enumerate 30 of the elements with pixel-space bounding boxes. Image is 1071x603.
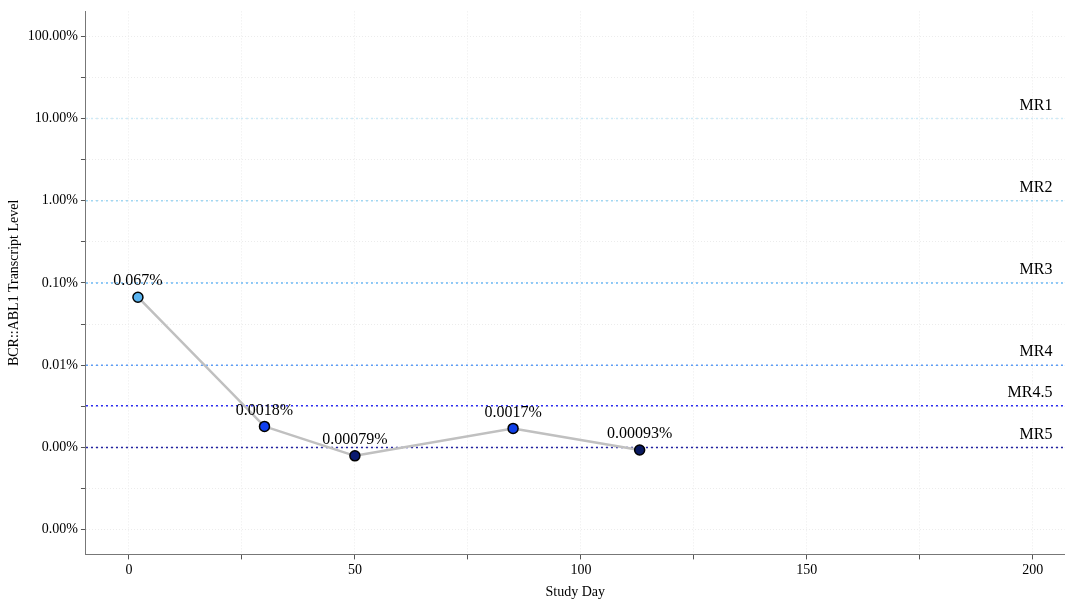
x-tick-label: 200: [1022, 562, 1044, 578]
y-tick-label: 0.00%: [41, 439, 79, 455]
point: [258, 420, 271, 433]
y-tick-label: 100.00%: [27, 27, 79, 43]
x-tick-label: 150: [796, 562, 818, 578]
data-label: 0.00079%: [322, 430, 388, 448]
ref-line-label: MR3: [1019, 260, 1053, 278]
y-axis-title: BCR::ABL1 Transcript Level: [6, 199, 22, 367]
y-tick-label: 10.00%: [34, 110, 79, 126]
data-label: 0.00093%: [606, 424, 673, 442]
x-tick-label: 0: [125, 562, 133, 578]
data-label: 0.0018%: [235, 400, 294, 418]
point: [633, 444, 646, 456]
x-axis-title: Study Day: [545, 584, 605, 600]
point: [132, 291, 144, 303]
ref-line-label: MR4.5: [1007, 383, 1053, 401]
ref-line-label: MR4: [1019, 342, 1053, 360]
ref-line-label: MR1: [1019, 95, 1053, 113]
data-label: 0.0017%: [484, 402, 542, 420]
ref-line-label: MR5: [1019, 424, 1053, 442]
x-tick-label: 50: [347, 562, 362, 578]
y-tick-label: 0.00%: [41, 521, 79, 537]
point: [349, 450, 361, 462]
point: [507, 422, 519, 435]
y-tick-label: 1.00%: [41, 192, 79, 208]
x-tick-label: 100: [570, 562, 592, 578]
data-label: 0.067%: [113, 271, 163, 289]
y-tick-label: 0.01%: [41, 356, 79, 372]
y-tick-label: 0.10%: [41, 274, 79, 290]
ref-line-label: MR2: [1019, 177, 1053, 195]
